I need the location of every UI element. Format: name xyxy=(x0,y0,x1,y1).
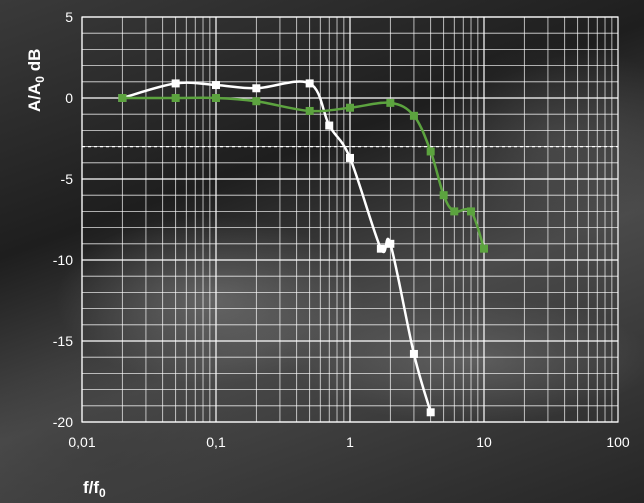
x-axis-title-sub: 0 xyxy=(99,486,106,500)
series-0-point xyxy=(171,79,180,88)
x-axis-title-base: f/f xyxy=(83,478,99,497)
series-1-point xyxy=(450,207,459,216)
series-0-point xyxy=(252,84,261,93)
series-1-point xyxy=(171,94,180,102)
grid xyxy=(81,16,619,423)
y-axis-title-suffix: dB xyxy=(25,49,44,76)
x-tick-label: 1 xyxy=(346,434,354,450)
series-1-point xyxy=(118,94,127,102)
series-1-point xyxy=(439,191,448,200)
series-0-point xyxy=(376,244,385,253)
series-layer xyxy=(118,79,488,417)
series-1-point xyxy=(346,103,354,112)
series-0-point xyxy=(426,408,435,417)
x-tick-label: 0,01 xyxy=(68,434,95,450)
x-tick-label: 100 xyxy=(606,434,630,450)
series-1-point xyxy=(252,97,261,106)
x-tick-label: 10 xyxy=(476,434,492,450)
series-0-point xyxy=(325,121,334,130)
series-0 xyxy=(118,79,435,417)
series-1-point xyxy=(409,111,418,120)
tick-labels: 0,01 0,1 1 10 100 5 0 -5 -10 -15 -20 xyxy=(53,9,630,450)
y-axis-title-sub: 0 xyxy=(33,76,47,83)
x-axis-title: f/f0 xyxy=(83,478,106,500)
series-1-point xyxy=(426,147,435,156)
series-0-point xyxy=(212,81,220,90)
series-0-line xyxy=(122,80,432,413)
series-1-point xyxy=(386,98,395,107)
y-tick-label: -20 xyxy=(53,414,73,430)
series-1-line xyxy=(122,96,486,250)
y-axis-title-base: A/A xyxy=(25,83,44,112)
y-tick-label: -10 xyxy=(53,252,73,268)
series-1-point xyxy=(467,207,476,216)
y-tick-label: -5 xyxy=(61,171,74,187)
series-0-point xyxy=(305,79,314,88)
series-1-point xyxy=(212,94,220,102)
y-tick-label: 0 xyxy=(65,90,73,106)
x-tick-label: 0,1 xyxy=(206,434,226,450)
series-0-point xyxy=(346,153,354,162)
series-0-point xyxy=(386,239,395,248)
series-1-point xyxy=(480,244,488,253)
y-tick-label: -15 xyxy=(53,333,73,349)
series-0-point xyxy=(409,349,418,358)
series-1 xyxy=(118,94,488,253)
y-axis-title: A/A0 dB xyxy=(25,49,47,112)
y-tick-label: 5 xyxy=(65,9,73,25)
series-1-point xyxy=(305,106,314,115)
